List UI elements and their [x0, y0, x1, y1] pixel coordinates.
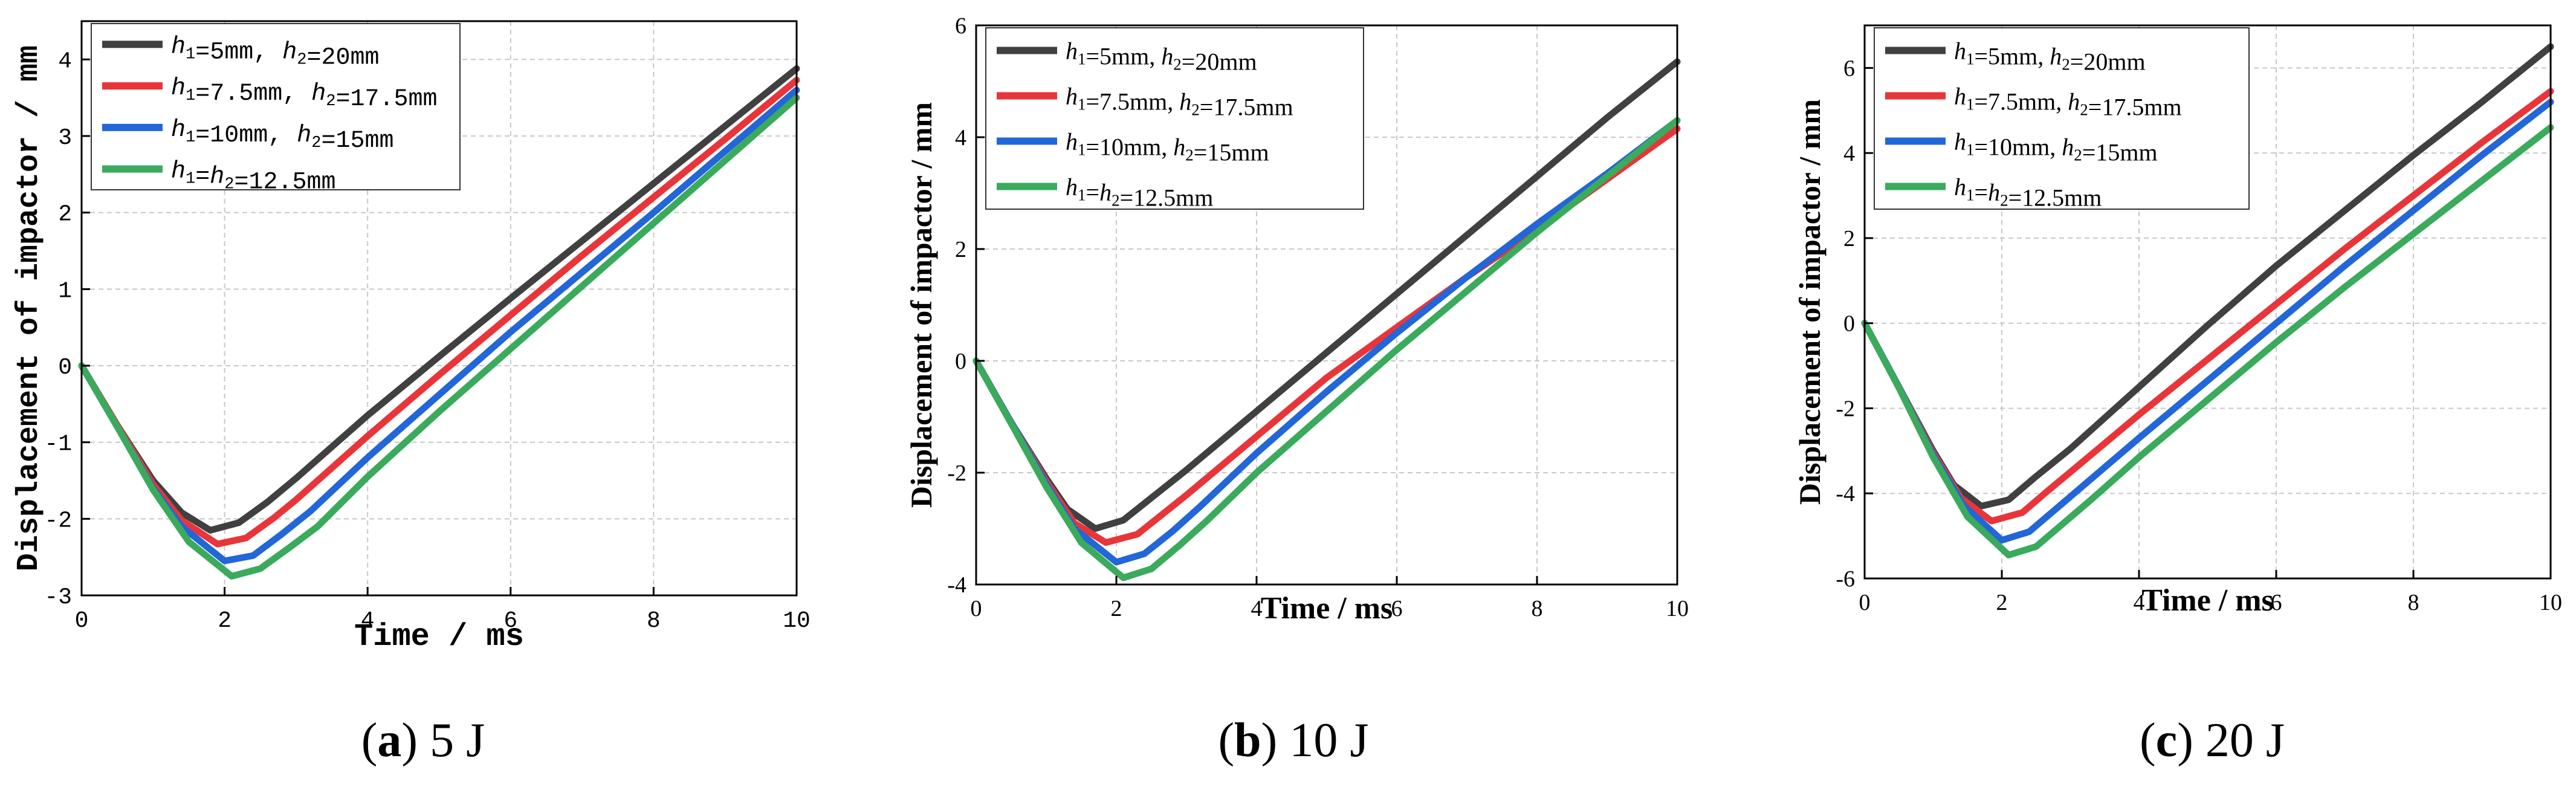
caption-b: (b) 10 J — [1218, 714, 1369, 767]
y-axis-label: Displacement of impactor / mm — [1793, 99, 1827, 505]
legend-label-2: h1=7.5mm, h2=17.5mm — [1954, 83, 2182, 121]
y-tick-label: 4 — [1843, 141, 1855, 166]
series-line-4 — [972, 117, 1681, 581]
legend-box — [985, 27, 1364, 210]
x-tick-label: 10 — [783, 608, 811, 634]
y-tick-label: -6 — [1836, 566, 1855, 592]
x-tick-label: 2 — [1111, 596, 1122, 621]
y-tick-label: -2 — [44, 508, 72, 534]
y-axis-label: Displacement of impactor / mm — [12, 45, 47, 571]
x-tick-label: 4 — [361, 608, 375, 634]
x-tick-label: 6 — [2271, 590, 2282, 615]
y-tick-label: 0 — [1843, 311, 1855, 337]
x-tick-label: 4 — [1251, 596, 1263, 621]
y-tick-label: 2 — [58, 202, 72, 228]
x-tick-label: 2 — [1996, 590, 2008, 615]
caption-a: (a) 5 J — [361, 714, 485, 767]
y-tick-label: 6 — [955, 13, 966, 39]
y-tick-label: 0 — [955, 349, 966, 374]
y-tick-label: -3 — [44, 585, 72, 610]
y-axis-label: Displacement of impactor / mm — [904, 102, 938, 508]
plot-frame — [975, 24, 1678, 586]
y-tick-label: -2 — [947, 461, 966, 486]
legend-box — [1874, 27, 2250, 210]
y-tick-label: 0 — [58, 355, 72, 381]
x-axis-label: Time / ms — [1261, 591, 1393, 626]
legend-label-2: h1=7.5mm, h2=17.5mm — [1066, 83, 1293, 121]
series-line-4 — [78, 94, 800, 580]
legend-label-3: h1=10mm, h2=15mm — [1954, 128, 2158, 166]
legend-box — [91, 23, 461, 190]
y-tick-label: 4 — [955, 125, 966, 151]
x-tick-label: 0 — [1859, 590, 1871, 615]
legend-label-3: h1=10mm, h2=15mm — [171, 117, 394, 155]
legend-label-3: h1=10mm, h2=15mm — [1066, 128, 1269, 166]
y-tick-label: 2 — [955, 237, 966, 262]
y-tick-label: -4 — [947, 572, 966, 598]
y-tick-label: 3 — [58, 125, 72, 151]
x-tick-label: 8 — [1532, 596, 1543, 621]
x-tick-label: 8 — [2408, 590, 2419, 615]
x-tick-label: 10 — [1666, 596, 1689, 621]
y-tick-label: -2 — [1836, 396, 1855, 421]
y-tick-label: -1 — [44, 432, 72, 458]
x-tick-label: 2 — [218, 608, 231, 634]
plot-frame — [80, 20, 798, 597]
legend-label-4: h1=h2=12.5mm — [1066, 173, 1213, 212]
y-tick-label: -4 — [1836, 481, 1855, 507]
y-tick-label: 2 — [1843, 226, 1855, 251]
legend-label-1: h1=5mm, h2=20mm — [171, 33, 380, 71]
legend-label-1: h1=5mm, h2=20mm — [1066, 37, 1257, 76]
x-axis-label: Time / ms — [2141, 583, 2274, 618]
y-tick-label: 4 — [58, 48, 72, 74]
x-axis-label: Time / ms — [354, 619, 524, 655]
legend-label-4: h1=h2=12.5mm — [1954, 173, 2102, 212]
legend-label-2: h1=7.5mm, h2=17.5mm — [171, 75, 438, 113]
x-tick-label: 10 — [2539, 590, 2562, 615]
x-tick-label: 0 — [75, 608, 89, 634]
x-tick-label: 0 — [971, 596, 982, 621]
y-tick-label: 6 — [1843, 56, 1855, 81]
x-tick-label: 6 — [503, 608, 517, 634]
caption-c: (c) 20 J — [2140, 714, 2285, 767]
series-line-4 — [1861, 124, 2554, 559]
plot-frame — [1863, 24, 2552, 580]
x-tick-label: 6 — [1391, 596, 1403, 621]
legend-label-1: h1=5mm, h2=20mm — [1954, 37, 2146, 76]
legend-label-4: h1=h2=12.5mm — [171, 158, 335, 196]
x-tick-label: 4 — [2134, 590, 2145, 615]
x-tick-label: 8 — [647, 608, 661, 634]
y-tick-label: 1 — [58, 278, 72, 304]
